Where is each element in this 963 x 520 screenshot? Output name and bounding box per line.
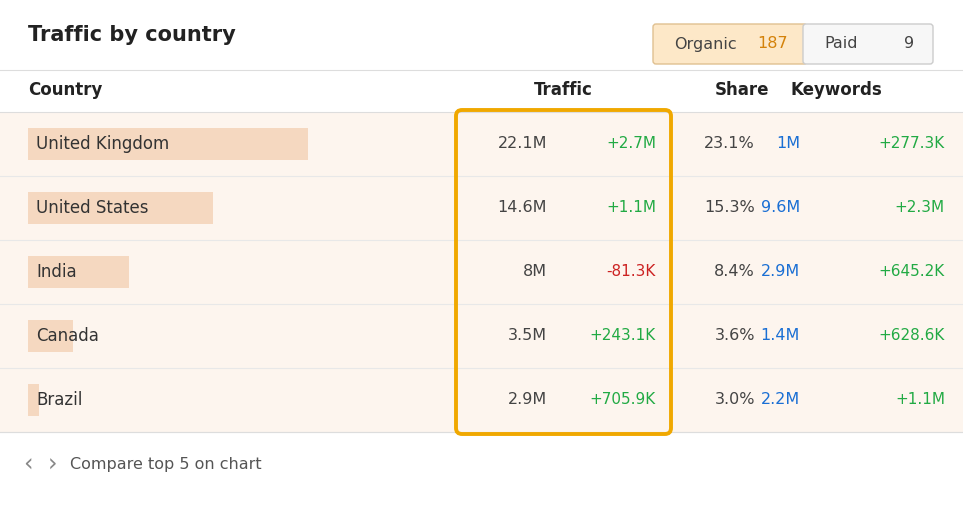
Text: 8M: 8M: [523, 265, 547, 280]
Bar: [28, 256, 129, 288]
Text: Country: Country: [28, 81, 102, 99]
FancyBboxPatch shape: [803, 24, 933, 64]
Text: +645.2K: +645.2K: [879, 265, 945, 280]
Text: ›: ›: [47, 453, 57, 477]
Text: United States: United States: [36, 199, 148, 217]
Text: Traffic: Traffic: [534, 81, 593, 99]
Text: ‹: ‹: [23, 453, 33, 477]
Text: +1.1M: +1.1M: [606, 201, 656, 215]
Text: 3.6%: 3.6%: [715, 329, 755, 344]
Text: 8.4%: 8.4%: [715, 265, 755, 280]
Text: India: India: [36, 263, 77, 281]
Text: Paid: Paid: [824, 36, 857, 51]
Text: 9.6M: 9.6M: [761, 201, 800, 215]
Text: +243.1K: +243.1K: [589, 329, 656, 344]
Text: Organic: Organic: [674, 36, 737, 51]
Bar: [0, 112, 963, 176]
Text: Canada: Canada: [36, 327, 99, 345]
Text: 9: 9: [904, 36, 914, 51]
FancyBboxPatch shape: [653, 24, 807, 64]
Bar: [28, 192, 213, 224]
Text: United Kingdom: United Kingdom: [36, 135, 169, 153]
Text: +628.6K: +628.6K: [878, 329, 945, 344]
Text: +705.9K: +705.9K: [589, 393, 656, 408]
Text: 3.5M: 3.5M: [508, 329, 547, 344]
Bar: [28, 128, 308, 160]
Text: Share: Share: [715, 81, 769, 99]
Bar: [0, 176, 963, 240]
Text: 15.3%: 15.3%: [704, 201, 755, 215]
Text: +2.3M: +2.3M: [895, 201, 945, 215]
Bar: [0, 304, 963, 368]
Text: -81.3K: -81.3K: [607, 265, 656, 280]
Text: 2.9M: 2.9M: [761, 265, 800, 280]
Text: 14.6M: 14.6M: [498, 201, 547, 215]
Text: 2.9M: 2.9M: [508, 393, 547, 408]
Bar: [28, 384, 39, 416]
Text: 2.2M: 2.2M: [761, 393, 800, 408]
Text: +1.1M: +1.1M: [895, 393, 945, 408]
Text: Keywords: Keywords: [790, 81, 882, 99]
Text: Compare top 5 on chart: Compare top 5 on chart: [70, 458, 262, 473]
Bar: [28, 320, 73, 352]
Text: 22.1M: 22.1M: [498, 136, 547, 151]
Bar: [0, 368, 963, 432]
Text: Traffic by country: Traffic by country: [28, 25, 236, 45]
Text: Brazil: Brazil: [36, 391, 83, 409]
Text: 3.0%: 3.0%: [715, 393, 755, 408]
Text: +2.7M: +2.7M: [606, 136, 656, 151]
Text: 23.1%: 23.1%: [704, 136, 755, 151]
Text: 187: 187: [757, 36, 788, 51]
Text: +277.3K: +277.3K: [879, 136, 945, 151]
Text: 1M: 1M: [776, 136, 800, 151]
Bar: [0, 240, 963, 304]
Text: 1.4M: 1.4M: [761, 329, 800, 344]
